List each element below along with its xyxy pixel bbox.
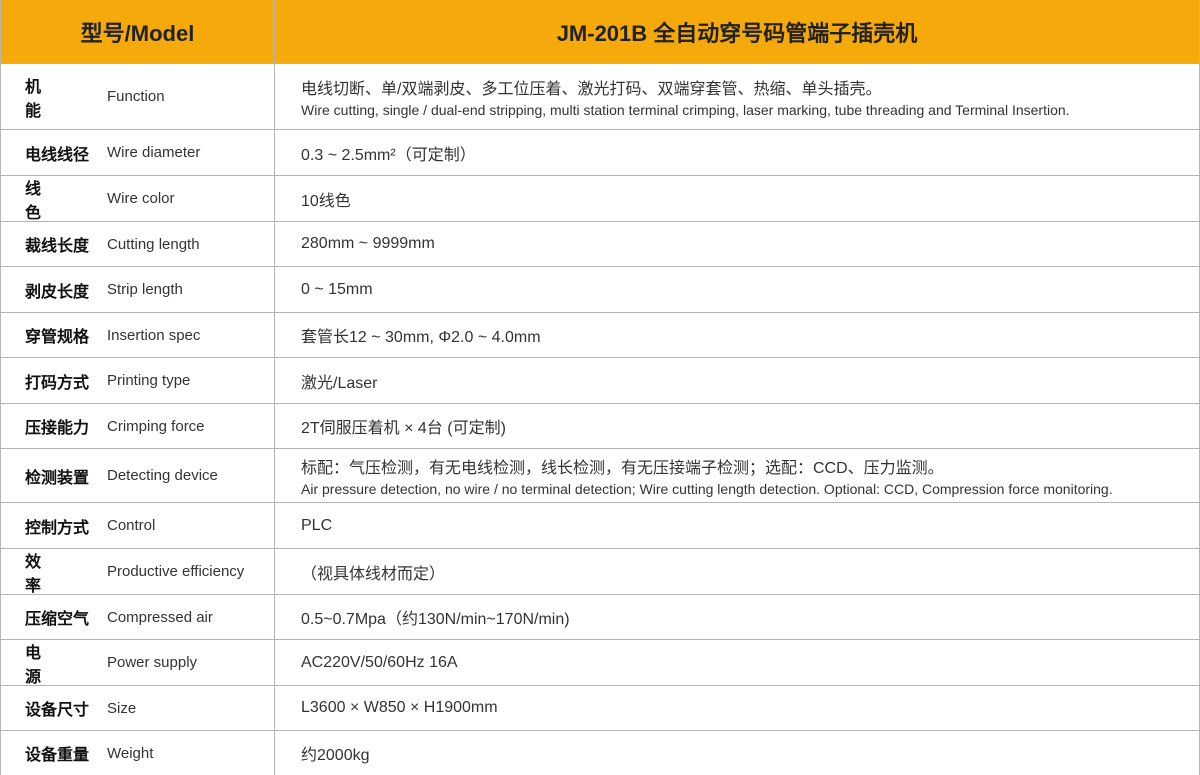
label-cn: 机能 bbox=[25, 78, 76, 120]
label-cn: 设备重量 bbox=[25, 747, 90, 764]
label-cell: 剥皮长度 Strip length bbox=[0, 267, 275, 313]
label-en: Wire color bbox=[107, 190, 175, 207]
value-line: （视具体线材而定） bbox=[301, 565, 446, 583]
label-cell: 检测装置 Detecting device bbox=[0, 449, 275, 503]
label-cn: 压缩空气 bbox=[25, 611, 90, 628]
label-cn: 穿管规格 bbox=[25, 329, 90, 346]
label-en: Strip length bbox=[107, 281, 183, 298]
value-line: L3600 × W850 × H1900mm bbox=[301, 699, 498, 716]
header-model-cell: 型号/Model bbox=[0, 0, 275, 64]
label-cell: 裁线长度 Cutting length bbox=[0, 222, 275, 267]
label-en: Weight bbox=[107, 744, 154, 762]
value-cell: 0.3 ~ 2.5mm²（可定制） bbox=[275, 130, 1200, 176]
label-cell: 压缩空气 Compressed air bbox=[0, 595, 275, 640]
label-cn: 电源 bbox=[25, 644, 76, 686]
label-cn: 打码方式 bbox=[25, 374, 90, 392]
label-cn: 效率 bbox=[25, 553, 76, 595]
value-cell: AC220V/50/60Hz 16A bbox=[275, 640, 1200, 686]
value-cell: L3600 × W850 × H1900mm bbox=[275, 686, 1200, 731]
label-cell: 设备尺寸 Size bbox=[0, 686, 275, 731]
value-line: AC220V/50/60Hz 16A bbox=[301, 653, 458, 671]
label-cell: 设备重量 Weight bbox=[0, 731, 275, 775]
label-cn: 电线线径 bbox=[25, 146, 90, 164]
label-cn: 裁线长度 bbox=[25, 238, 90, 255]
value-line: 0 ~ 15mm bbox=[301, 280, 373, 298]
header-value: JM-201B 全自动穿号码管端子插壳机 bbox=[556, 20, 918, 46]
value-cell: 0.5~0.7Mpa（约130N/min~170N/min) bbox=[275, 595, 1200, 640]
label-en: Function bbox=[107, 88, 165, 105]
value-cell: 0 ~ 15mm bbox=[275, 267, 1200, 313]
label-en: Insertion spec bbox=[107, 326, 201, 344]
label-cell: 机能 Function bbox=[0, 64, 275, 130]
value-cell: 电线切断、单/双端剥皮、多工位压着、激光打码、双端穿套管、热缩、单头插壳。 Wir… bbox=[275, 64, 1200, 130]
value-line: 约2000kg bbox=[301, 747, 370, 764]
value-line: Air pressure detection, no wire / no ter… bbox=[301, 481, 1113, 497]
label-en: Detecting device bbox=[107, 467, 218, 484]
label-en: Crimping force bbox=[107, 417, 205, 435]
label-cn: 检测装置 bbox=[25, 469, 90, 487]
value-cell: （视具体线材而定） bbox=[275, 549, 1200, 595]
value-line: PLC bbox=[301, 516, 333, 534]
label-cell: 压接能力 Crimping force bbox=[0, 404, 275, 449]
value-line: 280mm ~ 9999mm bbox=[301, 235, 435, 252]
label-cell: 效率 Productive efficiency bbox=[0, 549, 275, 595]
value-line: 标配：气压检测，有无电线检测，线长检测，有无压接端子检测；选配：CCD、压力监测… bbox=[301, 460, 944, 477]
value-line: 10线色 bbox=[301, 192, 351, 210]
header-value-cell: JM-201B 全自动穿号码管端子插壳机 bbox=[275, 0, 1200, 64]
value-cell: 280mm ~ 9999mm bbox=[275, 222, 1200, 267]
label-cell: 穿管规格 Insertion spec bbox=[0, 313, 275, 358]
value-cell: 标配：气压检测，有无电线检测，线长检测，有无压接端子检测；选配：CCD、压力监测… bbox=[275, 449, 1200, 503]
label-cell: 电源 Power supply bbox=[0, 640, 275, 686]
value-line: Wire cutting, single / dual-end strippin… bbox=[301, 102, 1070, 118]
header-label: 型号/Model bbox=[80, 20, 195, 46]
value-cell: 套管长12 ~ 30mm, Φ2.0 ~ 4.0mm bbox=[275, 313, 1200, 358]
value-line: 2T伺服压着机 × 4台 (可定制) bbox=[301, 420, 506, 437]
value-cell: 10线色 bbox=[275, 176, 1200, 222]
label-en: Cutting length bbox=[107, 235, 200, 253]
label-cell: 电线线径 Wire diameter bbox=[0, 130, 275, 176]
label-en: Wire diameter bbox=[107, 144, 201, 161]
value-line: 0.5~0.7Mpa（约130N/min~170N/min) bbox=[301, 611, 570, 628]
label-en: Power supply bbox=[107, 654, 198, 671]
label-en: Control bbox=[107, 517, 156, 534]
label-cn: 控制方式 bbox=[25, 519, 90, 537]
label-en: Productive efficiency bbox=[107, 563, 245, 580]
label-cell: 线色 Wire color bbox=[0, 176, 275, 222]
label-en: Compressed air bbox=[107, 608, 213, 626]
value-cell: PLC bbox=[275, 503, 1200, 549]
label-cn: 设备尺寸 bbox=[25, 702, 90, 719]
label-cn: 压接能力 bbox=[25, 420, 90, 437]
value-cell: 约2000kg bbox=[275, 731, 1200, 775]
label-en: Printing type bbox=[107, 372, 191, 389]
value-line: 激光/Laser bbox=[301, 374, 378, 392]
value-line: 0.3 ~ 2.5mm²（可定制） bbox=[301, 146, 476, 164]
label-cell: 控制方式 Control bbox=[0, 503, 275, 549]
value-cell: 2T伺服压着机 × 4台 (可定制) bbox=[275, 404, 1200, 449]
value-line: 套管长12 ~ 30mm, Φ2.0 ~ 4.0mm bbox=[301, 329, 541, 346]
label-cell: 打码方式 Printing type bbox=[0, 358, 275, 404]
label-cn: 剥皮长度 bbox=[25, 283, 90, 301]
value-cell: 激光/Laser bbox=[275, 358, 1200, 404]
label-cn: 线色 bbox=[25, 180, 76, 222]
label-en: Size bbox=[107, 699, 137, 717]
value-line: 电线切断、单/双端剥皮、多工位压着、激光打码、双端穿套管、热缩、单头插壳。 bbox=[301, 81, 882, 98]
